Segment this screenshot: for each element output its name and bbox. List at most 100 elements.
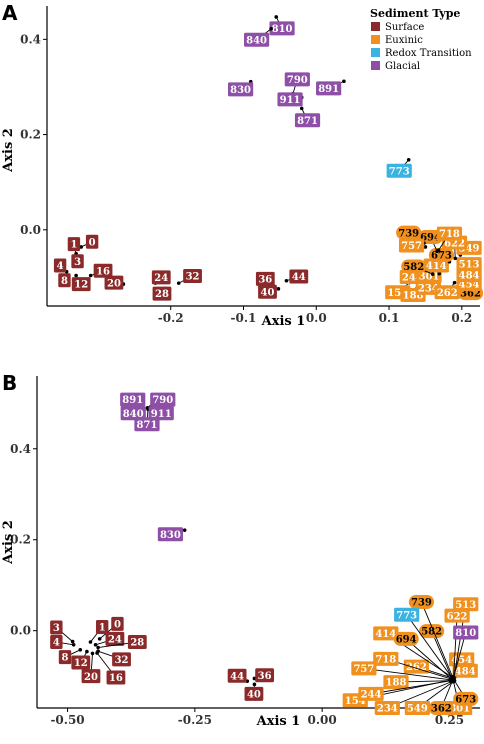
point-label: 582 — [421, 627, 442, 638]
label-box — [105, 631, 125, 646]
label-box — [284, 72, 310, 87]
point-marker — [430, 272, 435, 276]
point-label: 20 — [84, 672, 98, 683]
label-box — [244, 686, 264, 701]
data-point-262: 262 — [434, 280, 460, 300]
point-label: 40 — [261, 287, 275, 298]
legend-item: Euxinic — [385, 35, 423, 46]
point-label: 234 — [377, 704, 398, 715]
label-box — [243, 32, 270, 47]
label-box — [394, 607, 420, 622]
point-label: 3 — [53, 623, 60, 634]
y-tick-label: 0.0 — [20, 223, 41, 237]
point-label: 891 — [122, 395, 143, 406]
data-point-16: 16 — [95, 651, 126, 685]
point-label: 24 — [108, 634, 122, 645]
data-point-810: 810 — [451, 625, 479, 680]
point-marker — [88, 273, 93, 278]
label-box — [358, 686, 384, 701]
point-marker — [269, 27, 273, 31]
label-box — [401, 259, 427, 274]
point-marker — [70, 639, 75, 644]
point-label: 4 — [53, 638, 60, 649]
legend-swatch — [371, 35, 380, 44]
point-label: 8 — [61, 276, 68, 287]
data-point-8: 8 — [58, 273, 71, 288]
point-label: 549 — [407, 704, 428, 715]
point-label: 673 — [431, 251, 452, 262]
point-label: 362 — [431, 704, 452, 715]
point-label: 840 — [246, 35, 267, 46]
point-label: 673 — [455, 695, 476, 706]
point-label: 40 — [247, 690, 261, 701]
point-marker — [276, 287, 281, 291]
point-label: 790 — [287, 75, 308, 86]
data-point-362: 362 — [428, 678, 455, 715]
point-label: 301 — [419, 272, 440, 283]
point-label: 773 — [396, 610, 417, 621]
data-point-757: 757 — [351, 661, 453, 682]
panel-a: A -0.2 -0.1 0.0 0.1 0.2 0.0 0.2 0.4 Axis 1 Axis 2… — [1, 1, 484, 329]
data-point-549: 549 — [404, 679, 455, 715]
label-box — [106, 670, 126, 685]
data-point-40: 40 — [244, 682, 264, 701]
x-tick-label: 0.1 — [379, 311, 400, 325]
legend-swatch — [371, 48, 380, 57]
data-point-718: 718 — [436, 226, 463, 253]
point-label: 36 — [258, 274, 272, 285]
label-box — [71, 254, 84, 269]
label-box — [58, 273, 71, 288]
label-box — [85, 234, 99, 249]
data-point-1: 1 — [88, 620, 109, 644]
data-point-28: 28 — [96, 635, 147, 650]
y-tick-label: 0.4 — [10, 442, 31, 456]
point-label: 810 — [455, 628, 476, 639]
point-label: 44 — [292, 272, 306, 283]
point-label: 154 — [345, 696, 366, 707]
label-box — [383, 675, 409, 690]
point-label: 790 — [152, 395, 173, 406]
data-point-911: 911 — [145, 406, 174, 421]
point-marker — [342, 79, 346, 84]
point-label: 16 — [96, 266, 110, 277]
data-point-4: 4 — [53, 258, 69, 274]
leader-line — [363, 667, 451, 681]
point-label: 1 — [70, 240, 77, 251]
label-box — [436, 226, 463, 241]
label-box — [294, 113, 321, 128]
legend-title: Sediment Type — [370, 7, 460, 20]
point-marker — [453, 256, 458, 261]
y-axis-title: Axis 2 — [1, 128, 16, 173]
point-marker — [97, 637, 102, 641]
data-point-24: 24 — [93, 631, 125, 647]
point-marker — [284, 278, 289, 283]
point-label: 830 — [230, 85, 251, 96]
point-label: 622 — [444, 238, 465, 249]
point-label: 188 — [386, 678, 407, 689]
point-label: 188 — [403, 291, 424, 302]
point-label: 262 — [406, 662, 427, 673]
label-box — [50, 635, 63, 650]
point-label: 871 — [137, 420, 158, 431]
point-marker — [145, 406, 150, 410]
point-label: 757 — [401, 241, 422, 252]
label-box — [50, 620, 63, 635]
data-point-484: 484 — [456, 268, 482, 283]
point-marker — [78, 647, 83, 652]
point-label: 739 — [398, 228, 419, 239]
point-label: 891 — [318, 84, 339, 95]
data-point-36: 36 — [252, 668, 275, 683]
point-label: 454 — [459, 280, 480, 291]
label-box — [53, 258, 67, 273]
point-label: 36 — [258, 671, 272, 682]
label-box — [127, 635, 147, 650]
label-box — [393, 631, 419, 646]
point-label: 484 — [459, 271, 480, 282]
label-box — [419, 624, 445, 639]
leader-line — [453, 632, 467, 678]
label-box — [255, 271, 275, 286]
point-marker — [252, 682, 257, 687]
point-label: 414 — [375, 629, 396, 640]
x-tick-label: -0.1 — [231, 311, 257, 325]
